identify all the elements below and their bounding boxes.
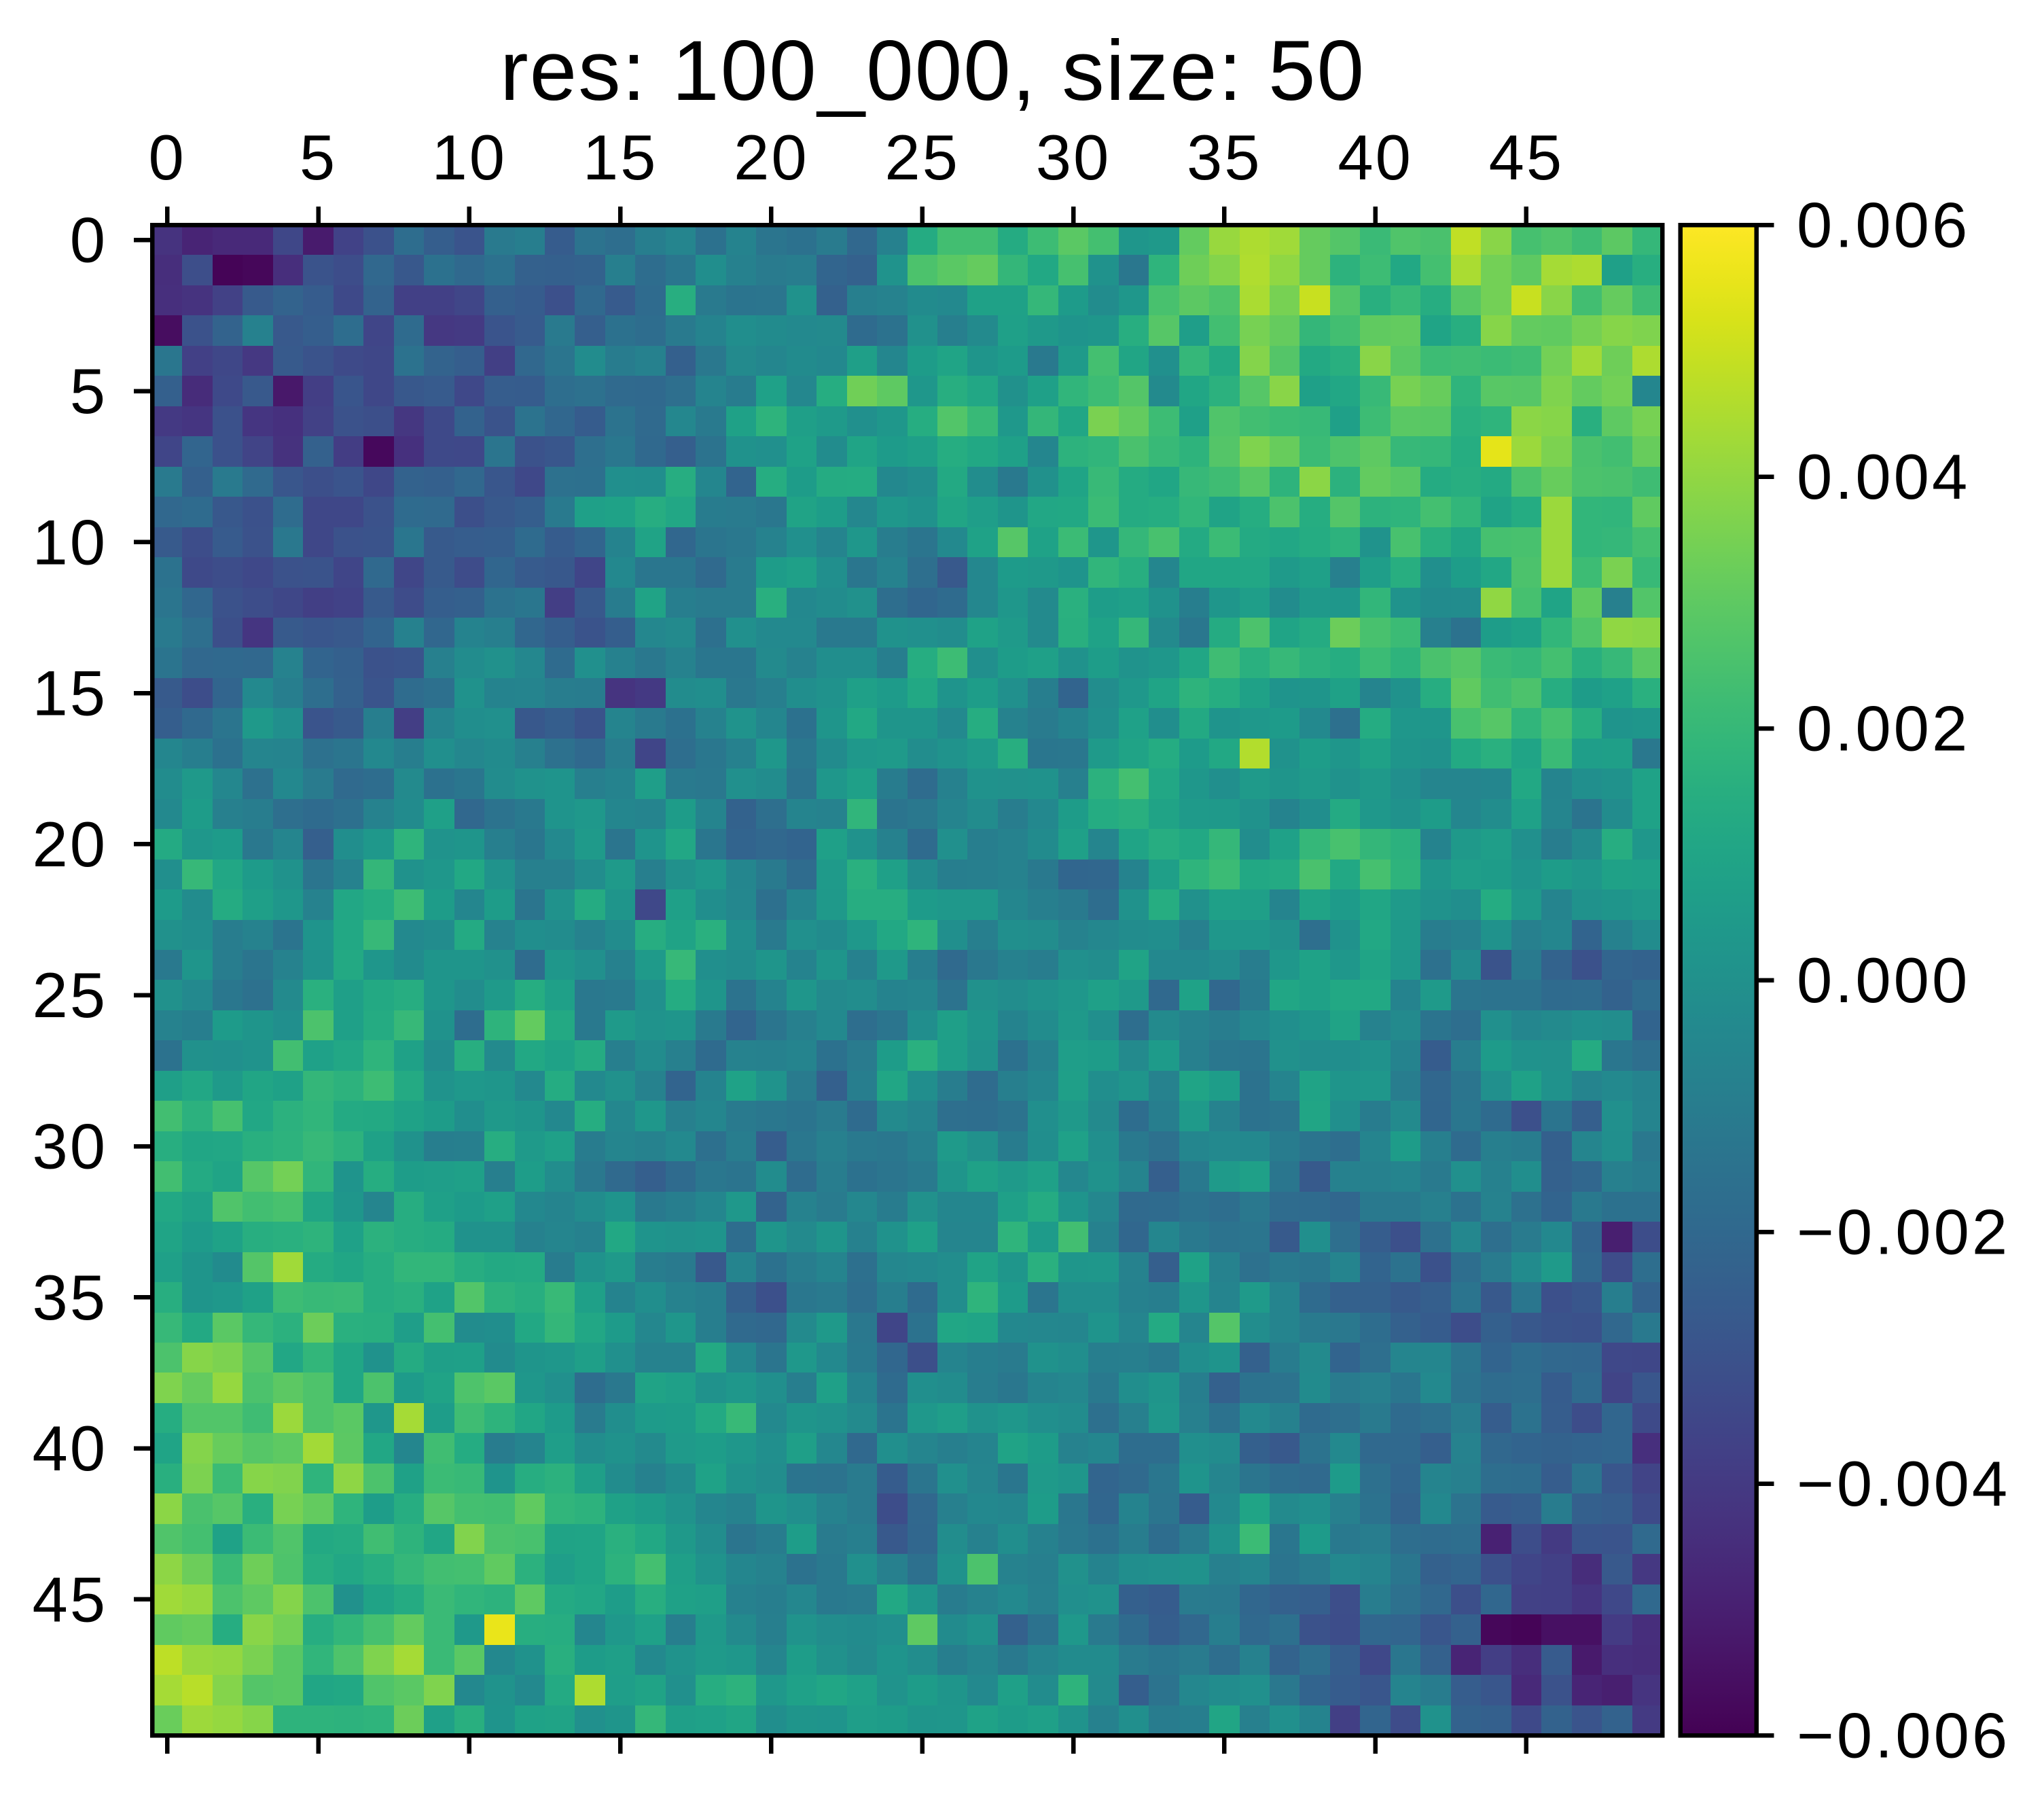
- svg-text:0.000: 0.000: [1797, 944, 1970, 1016]
- svg-text:10: 10: [432, 122, 507, 193]
- svg-text:15: 15: [32, 658, 107, 729]
- svg-text:5: 5: [300, 122, 337, 193]
- svg-text:45: 45: [1489, 122, 1564, 193]
- svg-text:10: 10: [32, 506, 107, 578]
- svg-text:15: 15: [583, 122, 658, 193]
- svg-text:res: 100_000, size: 50: res: 100_000, size: 50: [500, 24, 1365, 118]
- svg-text:45: 45: [32, 1563, 107, 1635]
- svg-text:20: 20: [734, 122, 809, 193]
- svg-text:40: 40: [32, 1413, 107, 1484]
- svg-text:0.006: 0.006: [1797, 190, 1970, 261]
- svg-text:5: 5: [70, 355, 107, 427]
- svg-text:25: 25: [32, 959, 107, 1031]
- svg-text:35: 35: [1187, 122, 1262, 193]
- svg-text:40: 40: [1338, 122, 1413, 193]
- svg-text:0: 0: [70, 205, 107, 276]
- svg-text:−0.006: −0.006: [1797, 1700, 2010, 1771]
- svg-text:30: 30: [1036, 122, 1111, 193]
- svg-text:25: 25: [884, 122, 960, 193]
- svg-text:−0.002: −0.002: [1797, 1197, 2010, 1268]
- svg-text:0.004: 0.004: [1797, 441, 1970, 512]
- svg-text:35: 35: [32, 1262, 107, 1333]
- svg-text:0.002: 0.002: [1797, 693, 1970, 764]
- svg-text:30: 30: [32, 1111, 107, 1182]
- svg-text:−0.004: −0.004: [1797, 1448, 2010, 1519]
- svg-text:20: 20: [32, 809, 107, 880]
- svg-text:0: 0: [149, 122, 186, 193]
